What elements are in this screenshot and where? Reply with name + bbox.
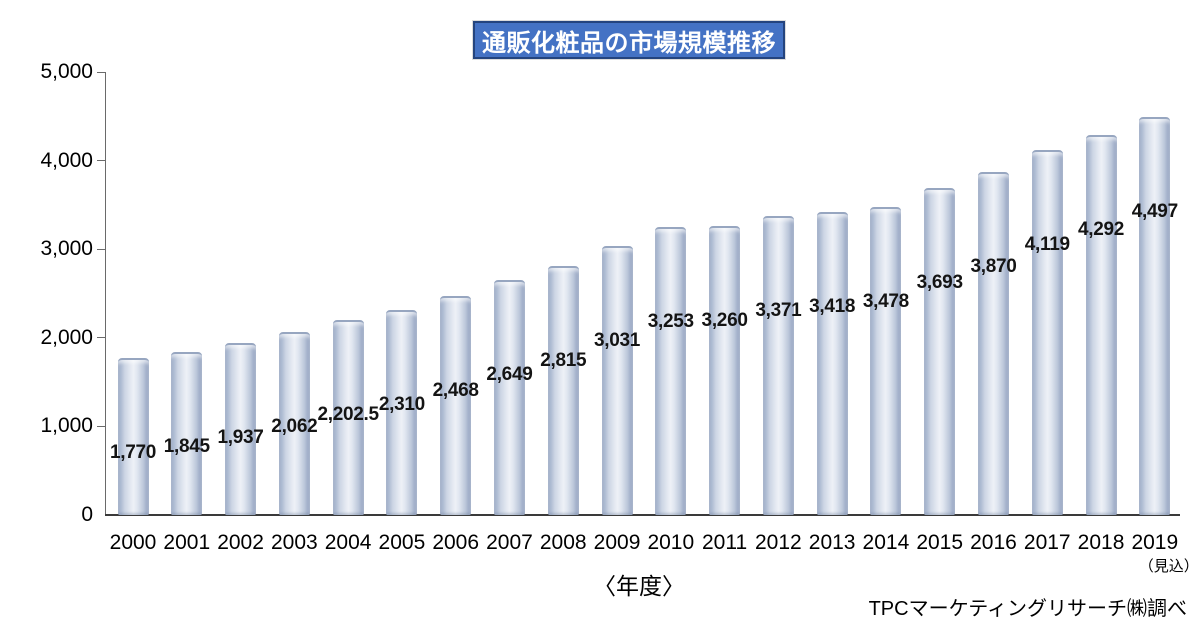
chart-title-box: 通販化粧品の市場規模推移: [473, 21, 785, 59]
bar-value-label: 1,770: [109, 442, 157, 464]
bar-value-label: 3,260: [701, 310, 748, 332]
x-tick-label: 2015: [916, 531, 964, 554]
y-axis-line: [105, 72, 106, 515]
x-tick-label: 2019: [1131, 531, 1179, 554]
y-tick-label: 0: [81, 503, 93, 526]
bar: [493, 280, 525, 515]
bar-value-label: 3,253: [647, 310, 694, 332]
bar: [816, 212, 848, 515]
bar: [870, 206, 902, 515]
bar: [655, 226, 687, 515]
bar: [1085, 134, 1117, 515]
bar-value-label: 3,031: [593, 330, 641, 352]
bar-value-label: 4,497: [1131, 200, 1178, 222]
chart-title: 通販化粧品の市場規模推移: [482, 29, 776, 57]
bar: [709, 226, 741, 515]
bar: [386, 310, 418, 515]
forecast-note: （見込）: [1138, 558, 1199, 575]
bar: [547, 265, 579, 515]
x-tick-label: 2013: [808, 531, 856, 554]
bar: [977, 172, 1009, 515]
bar-value-label: 2,062: [271, 416, 318, 438]
bar: [1031, 150, 1063, 515]
y-axis-tick: [97, 425, 105, 427]
bar-value-label: 1,937: [217, 427, 264, 449]
bar: [278, 332, 310, 515]
x-tick-label: 2011: [701, 531, 748, 554]
x-tick-label: 2008: [539, 531, 587, 554]
y-axis-tick: [97, 248, 105, 250]
y-tick-label: 4,000: [40, 148, 93, 172]
x-tick-label: 2012: [755, 531, 802, 554]
bar: [332, 319, 364, 515]
x-tick-label: 2009: [593, 531, 641, 554]
x-tick-label: 2006: [432, 531, 480, 554]
bar-value-label: 2,310: [378, 394, 425, 416]
x-tick-label: 2007: [486, 531, 533, 554]
x-tick-label: 2001: [163, 531, 211, 554]
bar-value-label: 1,845: [163, 435, 210, 457]
bar-value-label: 4,292: [1078, 218, 1125, 240]
x-tick-label: 2003: [270, 531, 318, 554]
bar: [1139, 116, 1171, 515]
bar-value-label: 3,371: [755, 300, 802, 322]
x-tick-label: 2014: [862, 531, 910, 554]
bar: [117, 358, 149, 515]
bar: [601, 246, 633, 515]
bar-value-label: 2,202.5: [317, 403, 379, 425]
x-tick-label: 2017: [1023, 531, 1071, 554]
bar: [924, 187, 956, 515]
bar: [225, 343, 257, 515]
x-tick-label: 2010: [647, 531, 695, 554]
bar: [440, 296, 472, 515]
y-tick-label: 3,000: [40, 237, 93, 261]
y-tick-label: 5,000: [40, 60, 93, 83]
y-tick-label: 2,000: [40, 325, 93, 349]
bar-value-label: 3,693: [916, 271, 963, 293]
bar-value-label: 4,119: [1024, 234, 1070, 256]
source-credit: TPCマーケティングリサーチ㈱調べ: [868, 598, 1187, 620]
x-tick-label: 2018: [1077, 531, 1125, 554]
y-axis-tick: [97, 160, 105, 162]
bar-value-label: 2,815: [540, 349, 587, 371]
bar: [762, 216, 794, 515]
y-axis-tick: [97, 71, 105, 73]
x-tick-label: 2005: [378, 531, 426, 554]
bar-value-label: 3,418: [809, 296, 856, 318]
bar-value-label: 2,649: [486, 364, 533, 386]
x-tick-label: 2000: [109, 531, 157, 554]
x-axis-line: [105, 514, 1180, 516]
x-tick-label: 2016: [970, 531, 1017, 554]
x-axis-title: 〈年度〉: [593, 573, 685, 599]
x-tick-label: 2002: [217, 531, 264, 554]
y-tick-label: 1,000: [40, 414, 93, 438]
x-tick-label: 2004: [324, 531, 372, 554]
bar-value-label: 3,478: [862, 290, 909, 312]
bar-value-label: 2,468: [432, 380, 479, 402]
y-axis-tick: [97, 337, 105, 339]
bar: [171, 351, 203, 515]
bar-value-label: 3,870: [970, 256, 1017, 278]
